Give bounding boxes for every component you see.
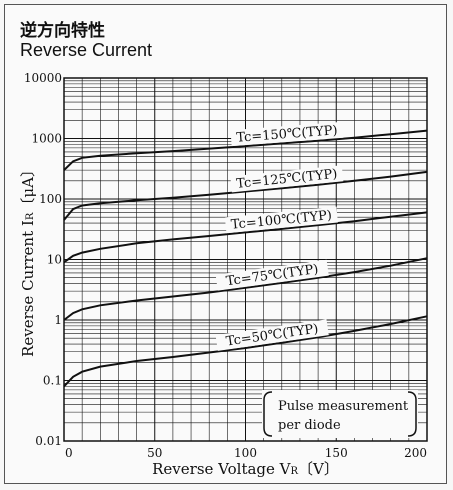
y-tick-label: 1 — [54, 313, 62, 327]
y-axis-label-unit: 〔μA〕 — [19, 162, 37, 213]
y-axis-label-main: Reverse Current I — [19, 220, 37, 357]
series-curve — [63, 211, 428, 264]
series-label-bg — [215, 259, 329, 291]
x-tick-label: 150 — [325, 446, 348, 460]
series-curve — [63, 170, 428, 221]
x-tick-label: 50 — [147, 446, 162, 460]
x-tick-label: 0 — [65, 446, 73, 460]
y-tick-label: 1000 — [31, 132, 62, 146]
series-curves: Tc=150℃(TYP)Tc=125℃(TYP)Tc=100℃(TYP)Tc=7… — [63, 121, 428, 388]
y-axis-label-sub: R — [25, 212, 36, 220]
series-label-bg — [215, 319, 329, 351]
series-curve — [63, 129, 428, 171]
y-tick-label: 0.1 — [43, 374, 62, 388]
y-tick-label: 100 — [39, 192, 62, 206]
x-tick-label: 200 — [404, 446, 427, 460]
note-right-bracket — [407, 391, 417, 437]
series-label: Tc=75℃(TYP) — [225, 262, 319, 289]
series-label-bg — [230, 121, 344, 147]
plot-border — [63, 77, 428, 442]
x-tick-label: 100 — [234, 446, 257, 460]
note-line-1: Pulse measurement — [278, 399, 409, 414]
pulse-note: Pulse measurement per diode — [262, 390, 418, 438]
y-axis-label: Reverse Current IR〔μA〕 — [19, 162, 37, 357]
x-axis-label-main: Reverse Voltage V — [152, 460, 292, 478]
note-left-bracket — [263, 391, 273, 437]
y-tick-label: 10 — [47, 253, 62, 267]
chart-subtitle: Reverse Current — [20, 40, 153, 60]
series-label-bg — [230, 165, 344, 193]
x-axis-label-unit: 〔V〕 — [298, 460, 339, 478]
x-axis-label-sub: R — [291, 466, 299, 477]
chart-title: 逆方向特性 — [20, 21, 105, 41]
series-curve — [63, 257, 428, 321]
y-tick-label: 0.01 — [35, 434, 62, 448]
series-label-bg — [224, 206, 338, 234]
note-line-2: per diode — [278, 418, 341, 433]
x-tick-labels: 0 50 100 150 200 — [65, 446, 427, 460]
y-tick-labels: 0.01 0.1 1 10 100 1000 10000 — [24, 71, 62, 448]
series-curve — [63, 315, 428, 388]
x-axis-label: Reverse Voltage VR〔V〕 — [152, 460, 339, 478]
y-tick-label: 10000 — [24, 71, 62, 85]
